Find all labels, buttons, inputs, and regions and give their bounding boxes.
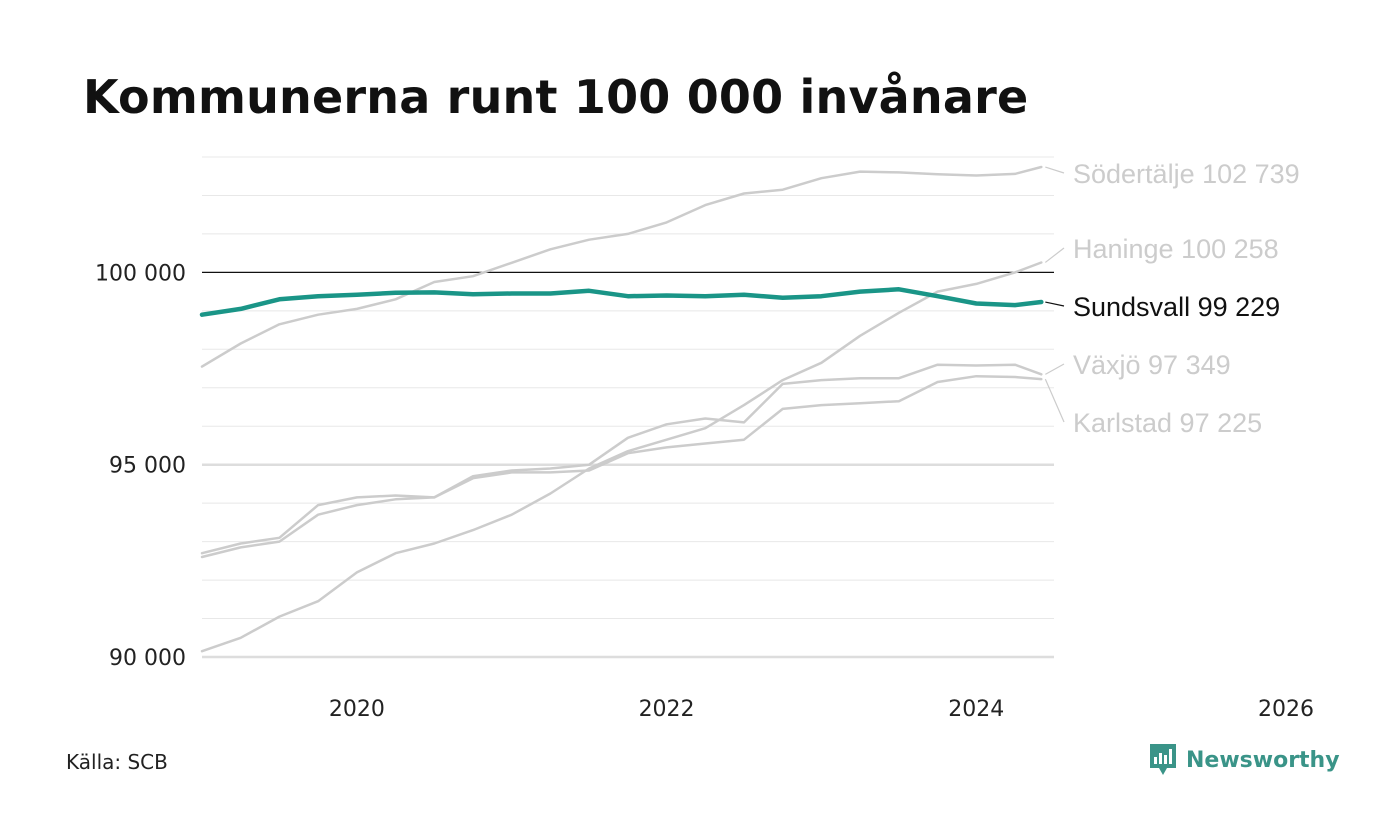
label-connector [1045, 166, 1065, 174]
x-tick-label: 2024 [948, 697, 1004, 722]
y-tick-label: 90 000 [109, 646, 186, 671]
series-line-karlstad [200, 374, 1043, 559]
end-label-växjö: Växjö 97 349 [1073, 350, 1231, 380]
label-connector [1045, 363, 1065, 375]
brand-name: Newsworthy [1186, 747, 1340, 773]
background-series [200, 165, 1043, 653]
series-line-sundsvall [199, 287, 1044, 317]
source-note: Källa: SCB [66, 750, 168, 774]
series-line-haninge [200, 261, 1043, 653]
x-axis-ticks: 2020 2022 2024 2026 [329, 697, 1314, 722]
x-tick-label: 2022 [639, 697, 695, 722]
x-tick-label: 2026 [1258, 697, 1314, 722]
series-line-växjö [200, 363, 1043, 555]
y-tick-label: 95 000 [109, 454, 186, 479]
end-label-sundsvall: Sundsvall 99 229 [1073, 292, 1280, 322]
brand-logo: Newsworthy [1148, 742, 1340, 778]
label-connector [1044, 378, 1065, 423]
end-label-karlstad: Karlstad 97 225 [1073, 408, 1262, 438]
end-label-södertälje: Södertälje 102 739 [1073, 159, 1300, 189]
series-line-södertälje [200, 165, 1043, 368]
highlighted-series [199, 287, 1044, 317]
end-label-haninge: Haninge 100 258 [1073, 234, 1279, 264]
grid-lines [202, 156, 1054, 659]
y-axis-ticks: 90 000 95 000 100 000 [95, 261, 186, 671]
x-tick-label: 2020 [329, 697, 385, 722]
y-tick-label: 100 000 [95, 261, 186, 286]
label-connector [1045, 301, 1065, 307]
page-title: Kommunerna runt 100 000 invånare [83, 70, 1029, 124]
end-labels: Södertälje 102 739 Haninge 100 258 Sundsva… [1044, 159, 1300, 438]
label-connector [1044, 247, 1065, 263]
newsworthy-logo-icon [1150, 744, 1176, 775]
